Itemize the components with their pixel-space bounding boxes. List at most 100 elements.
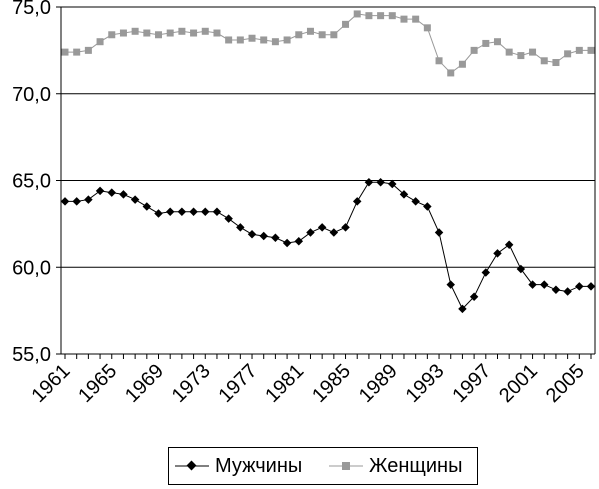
data-point-square xyxy=(96,38,104,46)
data-point-square xyxy=(318,31,326,39)
data-point-diamond xyxy=(236,223,245,232)
data-point-square xyxy=(248,34,256,42)
data-point-diamond xyxy=(329,228,339,237)
data-point-square xyxy=(131,27,139,35)
data-point-square xyxy=(213,29,221,37)
x-tick-label: 1989 xyxy=(355,360,402,407)
data-point-square xyxy=(470,46,478,54)
data-point-diamond xyxy=(282,238,292,248)
data-point-square xyxy=(84,46,92,54)
data-point-diamond xyxy=(341,223,350,232)
data-point-square xyxy=(271,38,279,46)
data-point-square xyxy=(575,46,583,54)
data-point-square xyxy=(505,48,513,56)
data-point-diamond xyxy=(247,230,257,239)
data-point-square xyxy=(587,46,595,54)
data-point-diamond xyxy=(60,197,70,206)
data-point-square xyxy=(260,36,268,44)
data-point-square xyxy=(236,36,244,44)
data-point-diamond xyxy=(201,207,210,216)
series xyxy=(60,10,596,314)
data-point-diamond xyxy=(446,280,455,289)
data-point-diamond xyxy=(540,280,549,289)
y-tick-label: 65,0 xyxy=(12,171,51,193)
data-point-square xyxy=(178,27,186,35)
data-point-square xyxy=(435,57,443,65)
data-point-square xyxy=(342,20,350,28)
data-point-diamond xyxy=(563,287,572,296)
data-point-diamond xyxy=(72,197,81,206)
data-point-diamond xyxy=(177,207,187,216)
data-point-diamond xyxy=(84,195,93,204)
data-point-diamond xyxy=(142,202,152,211)
data-point-diamond xyxy=(212,207,222,216)
x-tick-label: 1981 xyxy=(261,360,308,407)
data-point-square xyxy=(330,31,338,39)
legend-item-men: Мужчины xyxy=(175,448,302,484)
data-point-square xyxy=(108,31,116,39)
data-point-diamond xyxy=(224,214,233,223)
data-point-diamond xyxy=(504,240,514,249)
data-point-diamond xyxy=(107,188,116,197)
data-point-diamond xyxy=(434,228,444,237)
data-point-diamond xyxy=(317,223,327,232)
data-point-diamond xyxy=(364,177,374,187)
data-point-square xyxy=(517,52,525,60)
data-point-diamond xyxy=(458,304,467,314)
data-point-square xyxy=(73,48,81,56)
x-tick-label: 1985 xyxy=(308,360,355,407)
data-point-square xyxy=(482,39,490,47)
data-point-diamond xyxy=(259,231,268,241)
y-tick-label: 60,0 xyxy=(12,257,51,279)
x-tick-label: 1997 xyxy=(448,360,495,407)
data-point-square xyxy=(201,27,209,35)
x-tick-label: 2001 xyxy=(495,360,542,407)
data-point-diamond xyxy=(352,197,362,206)
x-tick-label: 1977 xyxy=(215,360,262,407)
series-line-0 xyxy=(65,181,591,310)
legend-label-women: Женщины xyxy=(369,454,463,477)
data-point-square xyxy=(143,29,151,37)
legend-marker-square-icon xyxy=(329,462,363,470)
data-point-diamond xyxy=(388,179,397,189)
data-point-square xyxy=(564,50,572,58)
data-point-square xyxy=(493,38,501,46)
data-point-square xyxy=(365,12,373,20)
x-tick-labels: 1961 1965 1969 1973 1977 1981 1985 1989 1993 1997… xyxy=(28,360,589,407)
data-point-square xyxy=(423,24,431,32)
data-point-diamond xyxy=(95,186,105,196)
data-point-square xyxy=(61,48,69,56)
data-point-square xyxy=(166,29,174,37)
data-point-diamond xyxy=(294,236,304,246)
data-point-square xyxy=(190,29,198,37)
data-point-diamond xyxy=(528,280,537,289)
data-point-square xyxy=(295,31,303,39)
x-tick-label: 1993 xyxy=(402,360,449,407)
data-point-diamond xyxy=(423,202,432,211)
legend: Мужчины Женщины xyxy=(168,447,478,485)
x-tick-label: 1961 xyxy=(28,360,75,407)
gridlines xyxy=(61,6,595,268)
data-point-diamond xyxy=(551,285,561,295)
data-point-diamond xyxy=(399,190,409,199)
data-point-diamond xyxy=(411,197,420,206)
series-line-1 xyxy=(65,13,591,74)
data-point-square xyxy=(225,36,233,44)
data-point-square xyxy=(458,60,466,68)
data-point-diamond xyxy=(376,177,385,187)
legend-label-men: Мужчины xyxy=(215,454,303,477)
legend-marker-diamond-icon xyxy=(175,460,209,471)
data-point-diamond xyxy=(586,282,596,291)
data-point-square xyxy=(412,15,420,23)
data-point-square xyxy=(388,12,396,20)
data-point-diamond xyxy=(154,209,163,218)
data-point-diamond xyxy=(493,249,502,258)
data-point-square xyxy=(552,59,560,67)
data-point-square xyxy=(119,29,127,37)
y-tick-label: 75,0 xyxy=(12,0,51,19)
data-point-diamond xyxy=(516,264,526,274)
data-point-diamond xyxy=(481,268,491,277)
legend-item-women: Женщины xyxy=(329,448,462,484)
data-point-square xyxy=(306,27,314,35)
data-point-square xyxy=(400,15,408,23)
